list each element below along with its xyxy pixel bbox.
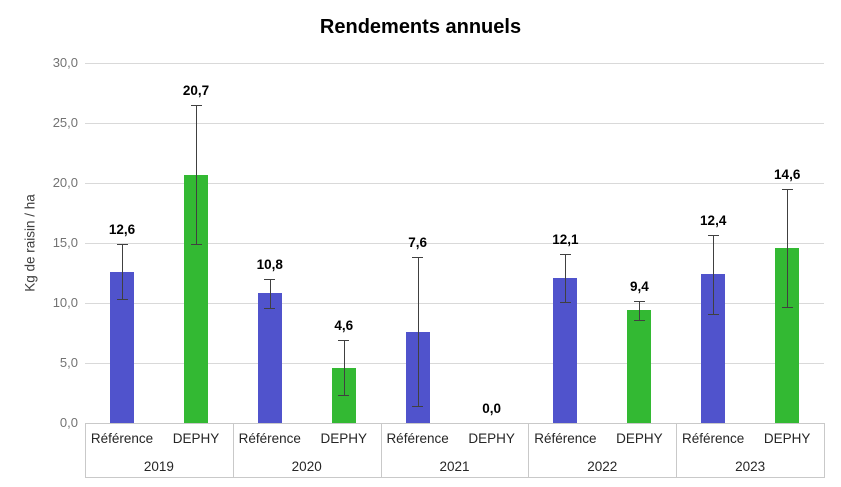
gridline	[85, 183, 824, 184]
category-label: DEPHY	[763, 431, 811, 446]
error-bar-cap	[264, 307, 276, 309]
error-bar-cap	[412, 406, 424, 408]
year-label: 2019	[143, 459, 174, 474]
error-bar	[122, 244, 123, 300]
value-label: 4,6	[334, 318, 354, 334]
gridline	[85, 363, 824, 364]
error-bar-cap	[781, 306, 793, 308]
category-label: Référence	[386, 431, 449, 446]
x-axis-line	[85, 423, 825, 424]
category-label: DEPHY	[616, 431, 663, 446]
category-separator	[380, 423, 382, 477]
y-tick-label: 20,0	[52, 175, 78, 190]
error-bar-cap	[412, 257, 424, 259]
y-tick-label: 25,0	[52, 115, 78, 130]
bar-référence-2020	[257, 293, 282, 423]
year-label: 2020	[291, 459, 322, 474]
category-separator	[85, 423, 86, 477]
error-bar-cap	[338, 395, 350, 397]
category-label: DEPHY	[320, 431, 368, 446]
value-label: 9,4	[630, 278, 649, 294]
gridline	[85, 63, 824, 64]
error-bar	[639, 300, 641, 320]
year-label: 2021	[439, 459, 470, 474]
gridline	[85, 243, 824, 244]
category-separator	[824, 423, 825, 477]
value-label: 20,7	[182, 83, 210, 98]
chart-title: Rendements annuels	[319, 16, 522, 38]
error-bar-cap	[116, 299, 128, 301]
gridline	[85, 123, 824, 124]
bar-dephy-2022	[627, 310, 652, 423]
year-label: 2022	[587, 459, 618, 474]
error-bar-cap	[633, 319, 645, 321]
error-bar-cap	[338, 340, 350, 342]
value-label: 10,8	[256, 257, 283, 272]
error-bar	[787, 189, 789, 307]
year-label: 2023	[735, 459, 766, 474]
category-separator	[676, 423, 678, 477]
error-bar	[565, 253, 567, 302]
category-separator	[232, 423, 234, 477]
category-label: DEPHY	[172, 431, 220, 446]
error-bar-cap	[707, 234, 719, 236]
error-bar	[343, 340, 345, 396]
category-label: Référence	[534, 431, 597, 446]
error-bar-cap	[190, 244, 202, 246]
category-label: Référence	[90, 431, 154, 446]
error-bar	[713, 234, 715, 314]
category-area-line	[85, 477, 825, 478]
y-tick-label: 15,0	[52, 235, 78, 250]
y-tick-label: 5,0	[59, 355, 78, 370]
error-bar-cap	[559, 301, 571, 303]
error-bar-cap	[190, 105, 202, 106]
y-tick-label: 0,0	[59, 415, 78, 430]
value-label: 14,6	[774, 167, 801, 182]
category-separator	[528, 423, 530, 477]
value-label: 7,6	[408, 235, 427, 251]
y-tick-label: 30,0	[52, 55, 78, 70]
y-tick-label: 10,0	[52, 295, 78, 310]
error-bar-cap	[781, 189, 793, 190]
error-bar-cap	[559, 253, 571, 255]
value-label: 12,4	[700, 212, 727, 228]
category-label: Référence	[682, 431, 745, 446]
category-label: Référence	[238, 431, 301, 446]
gridline	[85, 303, 824, 304]
error-bar-cap	[707, 313, 719, 315]
value-label: 12,1	[552, 231, 579, 247]
error-bar	[196, 105, 197, 245]
error-bar-cap	[264, 279, 276, 280]
value-label: 12,6	[108, 222, 136, 238]
error-bar	[269, 279, 271, 308]
error-bar	[417, 257, 419, 407]
error-bar-cap	[633, 300, 645, 302]
error-bar-cap	[116, 244, 128, 246]
category-label: DEPHY	[468, 431, 515, 446]
value-label: 0,0	[482, 401, 501, 416]
